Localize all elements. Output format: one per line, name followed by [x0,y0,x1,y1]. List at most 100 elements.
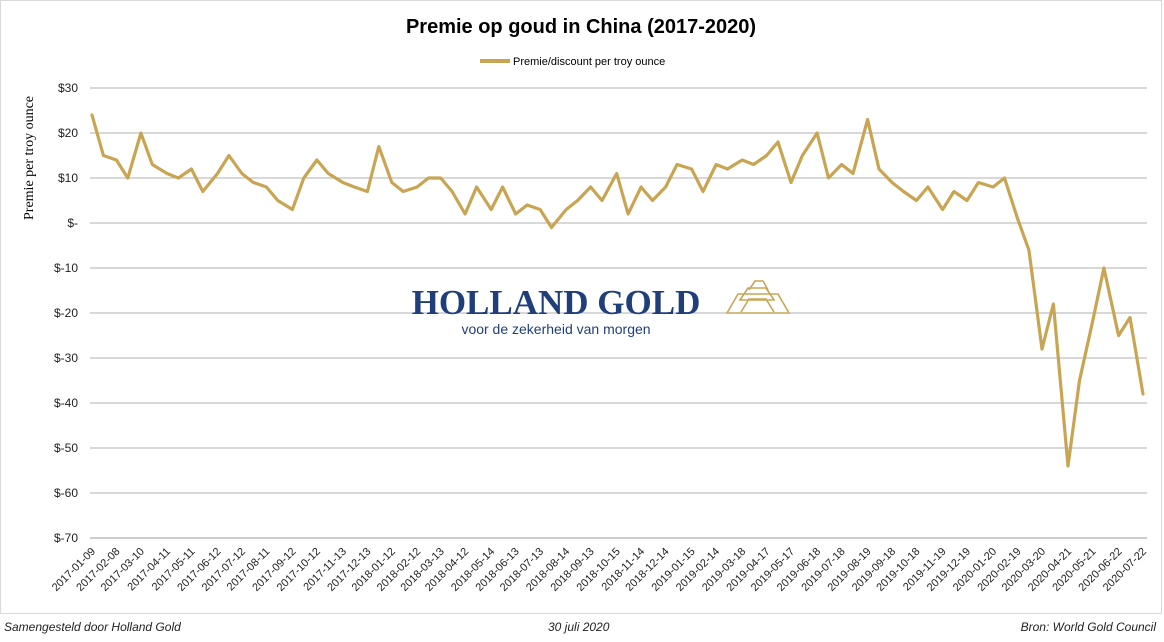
data-point [827,177,830,179]
data-point [302,177,305,179]
watermark-tagline: voor de zekerheid van morgen [461,321,650,337]
holland-gold-watermark: HOLLAND GOLD voor de zekerheid van morge… [412,280,791,337]
data-point [91,114,93,116]
data-point [801,154,804,157]
y-tick-label: $10 [58,171,78,185]
data-point [514,213,517,215]
data-point [539,208,542,211]
series-layer [90,113,1145,468]
data-point [651,199,654,202]
legend-label: Premie/discount per troy ounce [513,56,665,68]
data-point [891,181,894,184]
data-point [475,186,478,188]
data-point [741,159,744,161]
data-point [166,172,168,175]
data-point [550,226,553,229]
data-point [1142,393,1144,395]
data-point [878,168,880,170]
data-point [265,186,268,188]
data-point [252,181,255,184]
data-point [726,168,729,170]
data-point [1003,177,1006,179]
data-point [790,181,792,184]
chart-frame [0,0,1162,614]
legend: Premie/discount per troy ounce [480,56,665,68]
data-point [377,145,380,148]
data-point [327,172,330,175]
data-point [1027,249,1030,251]
y-tick-label: $-60 [54,486,78,500]
data-point [702,190,704,193]
data-point [840,163,843,166]
data-point [977,181,980,184]
data-point [926,186,929,188]
data-point [690,168,693,170]
data-point [427,177,430,179]
data-point [190,168,193,170]
data-point [1129,316,1131,319]
data-point [201,190,204,193]
data-point [353,186,356,188]
data-point [852,172,854,175]
data-point [177,177,180,179]
data-point [1117,334,1120,337]
y-tick-labels: $30 $20 $10 $- $-10 $-20 $-30 $-40 $-50 $-60 $-70 [54,81,78,545]
data-point [777,141,779,143]
data-point [115,159,118,161]
data-point [715,163,718,166]
data-point [664,186,667,188]
data-point [416,186,419,188]
data-point [216,172,219,175]
y-tick-label: $30 [58,81,78,95]
data-point [1078,379,1081,382]
data-point [816,132,819,134]
data-point [291,208,294,211]
data-point [1067,465,1069,467]
data-point [601,199,603,202]
data-point [640,186,643,188]
data-point [126,177,129,179]
footer-source: Bron: World Gold Council [1020,620,1156,634]
y-axis-label: Premie per troy ounce [22,96,37,220]
data-point [139,132,142,134]
data-point [490,208,493,211]
y-tick-label: $- [67,216,78,230]
data-point [366,190,369,193]
data-point [315,159,318,161]
y-tick-label: $-30 [54,351,78,365]
data-point [227,154,230,157]
data-point [866,118,869,121]
data-point [1052,303,1055,305]
gold-bars-logo-icon [725,280,791,314]
chart-title: Premie op goud in China (2017-2020) [406,16,756,38]
data-point [992,186,995,188]
y-tick-label: $-10 [54,261,78,275]
data-point [464,213,467,215]
data-point [151,163,154,166]
data-point [451,190,454,193]
data-point [240,172,243,175]
data-point [765,154,768,157]
data-point [589,186,592,188]
footer-date: 30 juli 2020 [548,620,610,634]
data-point [1102,267,1105,269]
data-point [1016,217,1019,220]
data-point [501,186,504,188]
data-point [752,163,755,166]
data-point [565,208,568,211]
x-tick-labels: 2017-01-092017-02-082017-03-102017-04-11… [50,546,1149,594]
data-point [953,190,955,193]
data-point [941,208,944,211]
watermark-brand: HOLLAND GOLD [412,283,701,322]
data-point [676,163,678,166]
y-tick-label: $-50 [54,441,78,455]
data-point [902,190,905,193]
data-point [276,199,279,202]
data-point [526,204,529,206]
y-tick-label: $-40 [54,396,78,410]
data-point [439,177,442,179]
data-point [102,154,105,157]
y-tick-label: $-70 [54,531,78,545]
data-point [576,199,579,202]
